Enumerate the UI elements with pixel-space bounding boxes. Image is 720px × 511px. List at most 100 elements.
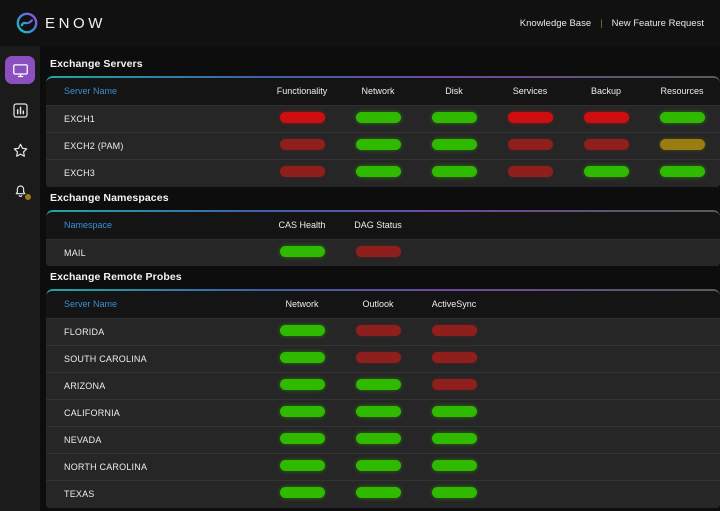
- table-row[interactable]: MAIL: [46, 239, 720, 266]
- table-row[interactable]: TEXAS: [46, 481, 720, 508]
- status-badge: [355, 433, 401, 444]
- column-header-namespace[interactable]: Namespace: [46, 211, 264, 240]
- sidebar-item-favorites[interactable]: [5, 136, 35, 164]
- status-badge: [355, 112, 401, 123]
- section-exchange-servers: Exchange Servers Server Name Functionali…: [46, 58, 720, 187]
- status-cell[interactable]: [416, 426, 492, 454]
- status-badge: [279, 487, 325, 499]
- status-cell[interactable]: [340, 426, 416, 454]
- status-cell[interactable]: [416, 105, 492, 133]
- status-cell[interactable]: [416, 318, 492, 346]
- table-body: EXCH1 EXCH2 (PAM) EXCH3: [46, 105, 720, 187]
- status-cell[interactable]: [264, 132, 340, 160]
- status-badge: [279, 112, 325, 123]
- status-badge: [431, 379, 477, 390]
- status-cell[interactable]: [568, 105, 644, 133]
- spacer-cell: [492, 345, 568, 373]
- status-badge: [659, 112, 705, 123]
- status-cell[interactable]: [340, 160, 416, 187]
- status-cell[interactable]: [416, 481, 492, 508]
- status-cell[interactable]: [340, 453, 416, 481]
- status-cell[interactable]: [264, 345, 340, 373]
- status-cell[interactable]: [264, 105, 340, 133]
- status-cell[interactable]: [340, 481, 416, 508]
- table-body: MAIL: [46, 239, 720, 266]
- status-cell[interactable]: [416, 132, 492, 160]
- status-cell[interactable]: [416, 453, 492, 481]
- column-header-network: Network: [340, 78, 416, 106]
- status-cell[interactable]: [416, 345, 492, 373]
- table-row[interactable]: SOUTH CAROLINA: [46, 345, 720, 373]
- status-cell[interactable]: [340, 239, 416, 266]
- section-exchange-remote-probes: Exchange Remote Probes Server Name Netwo…: [46, 271, 720, 508]
- status-cell[interactable]: [340, 345, 416, 373]
- column-header-spacer: [492, 211, 568, 240]
- column-header-services: Services: [492, 78, 568, 106]
- status-cell[interactable]: [340, 399, 416, 427]
- spacer-cell: [644, 345, 720, 373]
- status-cell[interactable]: [340, 105, 416, 133]
- header-separator: |: [600, 17, 603, 29]
- status-cell[interactable]: [416, 399, 492, 427]
- status-cell[interactable]: [264, 426, 340, 454]
- status-badge: [431, 112, 477, 123]
- sidebar-item-reports[interactable]: [5, 96, 35, 124]
- status-cell[interactable]: [264, 481, 340, 508]
- table-row[interactable]: NORTH CAROLINA: [46, 453, 720, 481]
- table-row[interactable]: EXCH3: [46, 160, 720, 187]
- spacer-cell: [416, 239, 492, 266]
- status-badge: [279, 139, 325, 150]
- section-exchange-namespaces: Exchange Namespaces Namespace CAS Health…: [46, 191, 720, 266]
- spacer-cell: [492, 481, 568, 508]
- monitor-icon: [12, 63, 28, 77]
- status-cell[interactable]: [264, 318, 340, 346]
- column-header-spacer: [568, 291, 644, 319]
- status-badge: [279, 379, 325, 390]
- row-label: CALIFORNIA: [46, 399, 264, 427]
- row-label: EXCH3: [64, 168, 96, 179]
- column-header-server-name[interactable]: Server Name: [46, 291, 264, 319]
- table-row[interactable]: FLORIDA: [46, 318, 720, 346]
- status-cell[interactable]: [264, 453, 340, 481]
- status-cell[interactable]: [340, 372, 416, 400]
- column-header-server-name[interactable]: Server Name: [46, 78, 264, 106]
- status-cell[interactable]: [264, 239, 340, 266]
- spacer-cell: [644, 372, 720, 400]
- status-cell[interactable]: [340, 318, 416, 346]
- status-badge: [431, 352, 477, 363]
- status-cell[interactable]: [264, 372, 340, 400]
- status-badge: [507, 139, 553, 150]
- table-body: FLORIDA SOUTH CAROLINA ARIZONA CALIFORNIA NE…: [46, 318, 720, 508]
- table-row[interactable]: EXCH2 (PAM): [46, 132, 720, 160]
- table-row[interactable]: EXCH1: [46, 105, 720, 133]
- spacer-cell: [568, 453, 644, 481]
- status-cell[interactable]: [492, 160, 568, 187]
- status-cell[interactable]: [416, 372, 492, 400]
- table-row[interactable]: NEVADA: [46, 426, 720, 454]
- status-cell[interactable]: [492, 132, 568, 160]
- brand[interactable]: ENOW: [16, 12, 106, 34]
- knowledge-base-link[interactable]: Knowledge Base: [519, 17, 592, 29]
- status-badge: [279, 352, 325, 363]
- new-feature-request-link[interactable]: New Feature Request: [611, 17, 704, 29]
- table-row[interactable]: ARIZONA: [46, 372, 720, 400]
- status-cell[interactable]: [264, 399, 340, 427]
- status-cell[interactable]: [644, 132, 720, 160]
- status-cell[interactable]: [568, 132, 644, 160]
- status-cell[interactable]: [568, 160, 644, 187]
- section-title: Exchange Namespaces: [50, 191, 169, 204]
- status-badge: [431, 139, 477, 150]
- status-cell[interactable]: [644, 105, 720, 133]
- status-cell[interactable]: [264, 160, 340, 187]
- status-badge: [355, 325, 401, 336]
- status-cell[interactable]: [492, 105, 568, 133]
- row-label: NORTH CAROLINA: [46, 453, 264, 481]
- status-cell[interactable]: [340, 132, 416, 160]
- status-cell[interactable]: [644, 160, 720, 187]
- table-row[interactable]: CALIFORNIA: [46, 399, 720, 427]
- sidebar-item-dashboard[interactable]: [5, 56, 35, 84]
- status-badge: [279, 325, 325, 336]
- sidebar-item-alerts[interactable]: [5, 176, 35, 204]
- brand-name: ENOW: [45, 14, 107, 32]
- status-cell[interactable]: [416, 160, 492, 187]
